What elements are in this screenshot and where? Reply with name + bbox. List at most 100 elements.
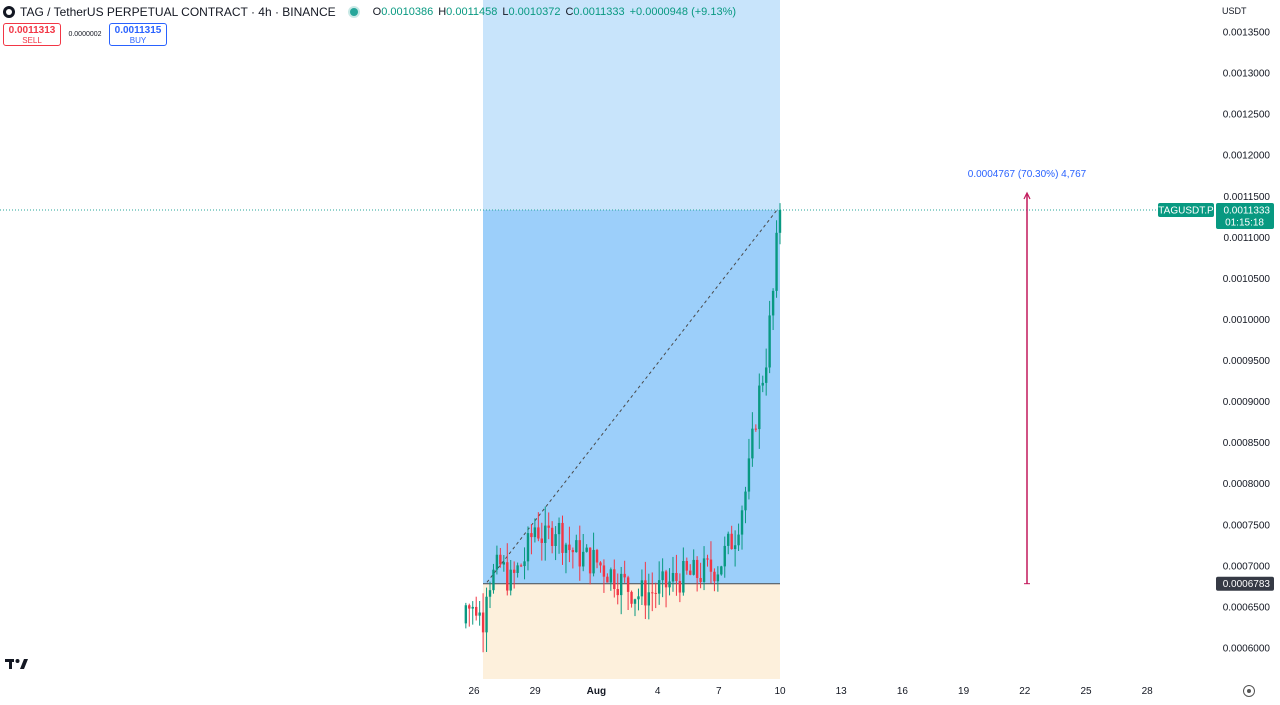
- candle-body: [664, 571, 668, 588]
- candle-body: [599, 562, 602, 566]
- candle-body: [578, 540, 581, 567]
- candle-body: [523, 561, 526, 567]
- candle-body: [668, 581, 671, 588]
- candle-body: [554, 534, 557, 546]
- y-tick-label: 0.0011500: [1223, 192, 1270, 203]
- candle-body: [678, 580, 682, 593]
- candle-body: [647, 592, 651, 606]
- high-value: 0.0011458: [446, 6, 498, 18]
- candle-body: [744, 491, 747, 511]
- candle-body: [692, 559, 695, 575]
- buy-button[interactable]: 0.0011315 BUY: [109, 23, 167, 46]
- candle-body: [512, 569, 516, 573]
- symbol-logo-icon[interactable]: [3, 6, 15, 18]
- candle-body: [716, 574, 720, 582]
- entry-price-badge: [1216, 576, 1274, 591]
- candle-body: [633, 599, 637, 604]
- candle-body: [557, 522, 561, 535]
- candle-body: [550, 527, 554, 546]
- candle-body: [768, 315, 771, 368]
- candle-body: [588, 547, 592, 574]
- candle-body: [506, 562, 509, 591]
- y-tick-label: 0.0007500: [1223, 520, 1271, 531]
- spread-value: 0.0000002: [68, 31, 102, 38]
- candle-body: [740, 510, 744, 535]
- candle-body: [671, 572, 675, 582]
- candle-body: [609, 569, 613, 583]
- candle-body: [661, 571, 664, 581]
- low-label: L: [502, 6, 509, 18]
- close-label: C: [565, 6, 574, 18]
- y-tick-label: 0.0012500: [1223, 110, 1271, 121]
- y-tick-label: 0.0009500: [1223, 356, 1271, 367]
- candle-body: [478, 612, 481, 616]
- candle-body: [602, 565, 606, 577]
- entry-price-label: 0.0006783: [1223, 579, 1271, 590]
- candle-body: [758, 385, 761, 430]
- change-value: +0.0000948 (+9.13%): [629, 6, 737, 18]
- candle-body: [733, 545, 737, 550]
- y-tick-label: 0.0006500: [1223, 602, 1271, 613]
- x-tick-label: 26: [468, 686, 480, 697]
- candle-body: [764, 367, 768, 383]
- candle-body: [526, 533, 530, 562]
- candle-body: [730, 533, 733, 550]
- candle-body: [709, 559, 713, 572]
- trade-panel: 0.0011313 SELL 0.0000002 0.0011315 BUY: [3, 23, 167, 46]
- candle-body: [695, 559, 699, 578]
- candle-body: [540, 538, 543, 543]
- x-tick-label: 19: [958, 686, 970, 697]
- y-tick-label: 0.0010000: [1223, 315, 1271, 326]
- candle-body: [771, 290, 775, 316]
- candle-body: [568, 544, 571, 551]
- symbol-badge: [1158, 202, 1214, 217]
- candle-body: [640, 580, 644, 597]
- tradingview-logo-icon[interactable]: [5, 658, 29, 670]
- x-tick-label: 7: [716, 686, 722, 697]
- x-tick-label: 13: [836, 686, 848, 697]
- target-zone-upper: [483, 0, 780, 210]
- candles-group: [464, 203, 782, 653]
- candle-body: [471, 606, 474, 609]
- candle-body: [502, 562, 506, 565]
- candle-body: [699, 577, 702, 582]
- candle-body: [685, 560, 688, 571]
- y-tick-label: 0.0011000: [1223, 233, 1270, 244]
- settings-icon[interactable]: [1243, 685, 1255, 697]
- candle-body: [544, 525, 547, 543]
- y-tick-label: 0.0008500: [1223, 438, 1271, 449]
- y-tick-label: 0.0012000: [1223, 151, 1271, 162]
- candle-body: [747, 458, 751, 492]
- candle-body: [702, 558, 706, 582]
- x-tick-label: 10: [774, 686, 786, 697]
- candle-body: [654, 592, 657, 594]
- x-tick-label: 22: [1019, 686, 1031, 697]
- candle-body: [468, 605, 471, 609]
- candle-body: [657, 580, 661, 594]
- sell-label: SELL: [22, 35, 42, 45]
- candle-body: [475, 606, 478, 616]
- open-value: 0.0010386: [381, 6, 434, 18]
- market-status-icon[interactable]: [349, 8, 358, 16]
- symbol-title[interactable]: TAG / TetherUS PERPETUAL CONTRACT · 4h ·…: [20, 5, 336, 19]
- candle-body: [720, 566, 723, 575]
- x-tick-label: Aug: [587, 686, 606, 697]
- candle-body: [626, 577, 630, 592]
- y-tick-label: 0.0013000: [1223, 69, 1271, 80]
- candle-body: [485, 596, 488, 633]
- candle-body: [754, 428, 758, 430]
- candle-body: [492, 569, 495, 591]
- y-tick-label: 0.0006000: [1223, 644, 1271, 655]
- currency-selector[interactable]: USDT: [1218, 3, 1273, 20]
- candle-body: [519, 565, 523, 567]
- sell-button[interactable]: 0.0011313 SELL: [3, 23, 61, 46]
- candle-body: [464, 605, 468, 624]
- candle-body: [706, 558, 709, 560]
- y-tick-label: 0.0008000: [1223, 479, 1271, 490]
- last-price-badge: [1216, 202, 1274, 229]
- x-tick-label: 28: [1142, 686, 1154, 697]
- buy-label: BUY: [129, 35, 147, 45]
- y-tick-label: 0.0007000: [1223, 561, 1271, 572]
- candle-body: [619, 573, 623, 596]
